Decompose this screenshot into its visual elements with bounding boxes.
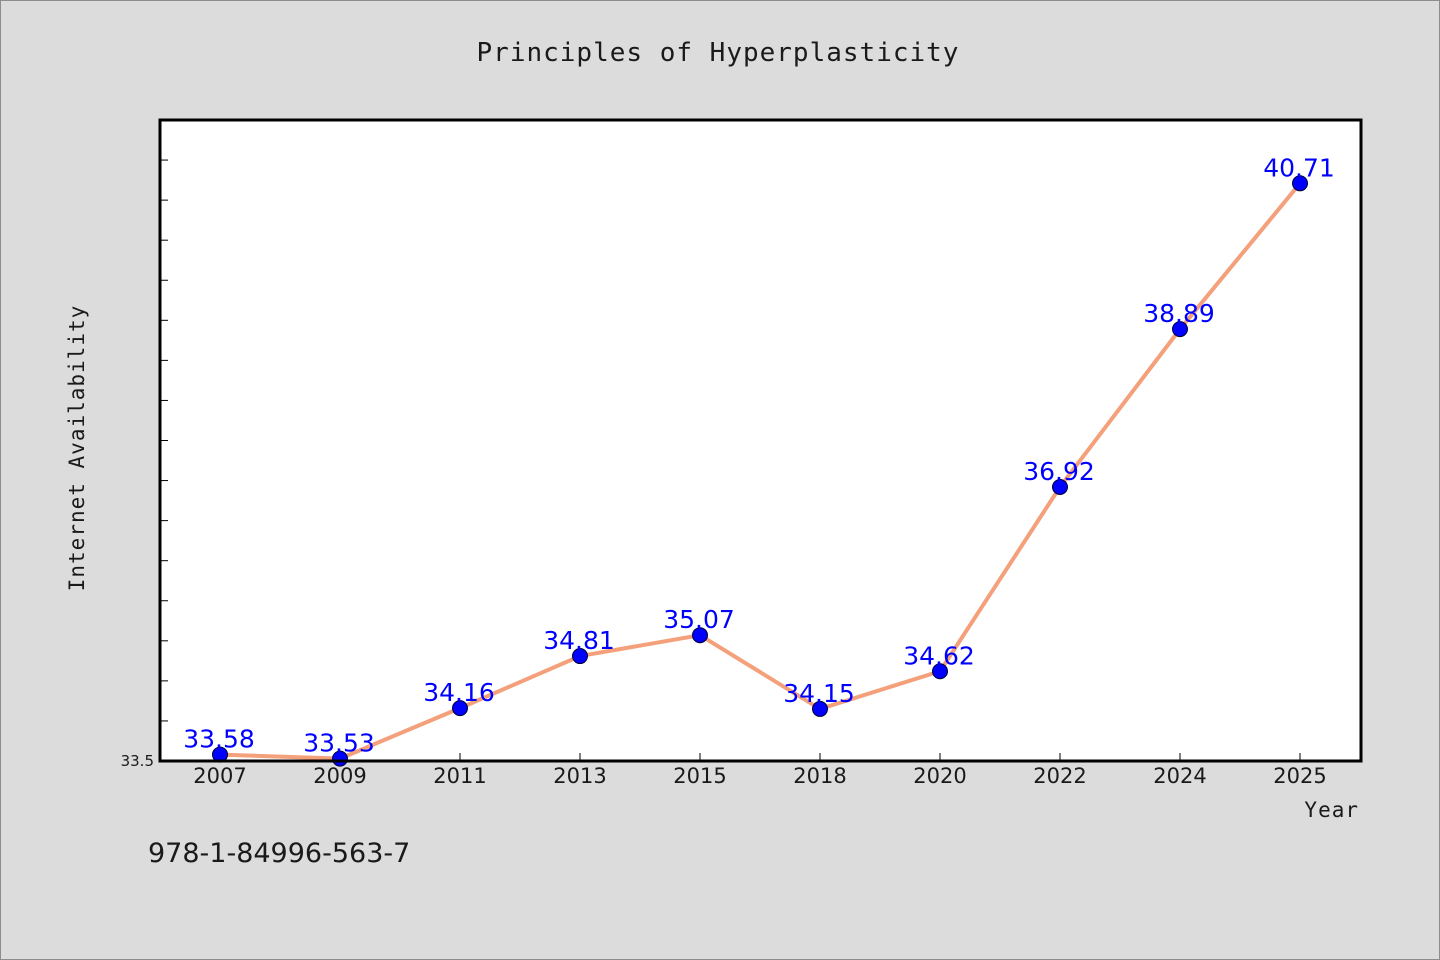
data-point bbox=[1172, 321, 1188, 338]
data-label: 33.58 bbox=[183, 725, 255, 754]
data-point bbox=[1052, 478, 1068, 495]
data-label: 36.92 bbox=[1023, 457, 1095, 486]
x-tick-label: 2011 bbox=[433, 764, 486, 788]
x-axis-title: Year bbox=[1304, 798, 1359, 822]
plot-area bbox=[160, 120, 1361, 761]
x-tick-label: 2013 bbox=[553, 764, 606, 788]
series-line bbox=[218, 181, 1302, 761]
data-label: 34.62 bbox=[903, 641, 975, 670]
data-label: 34.81 bbox=[543, 626, 615, 655]
data-point bbox=[1292, 175, 1308, 192]
data-labels: 33.58 33.53 34.16 34.81 35.07 34.15 34.62 36.92… bbox=[183, 153, 1335, 757]
data-point bbox=[452, 700, 468, 717]
data-point bbox=[932, 663, 948, 680]
y-axis-title: Internet Availability bbox=[65, 305, 89, 592]
x-tick-label: 2020 bbox=[913, 764, 966, 788]
data-label: 34.15 bbox=[783, 679, 855, 708]
x-tick-label: 2022 bbox=[1033, 764, 1086, 788]
x-tick-label: 2025 bbox=[1273, 764, 1326, 788]
data-label: 33.53 bbox=[303, 729, 375, 758]
data-point bbox=[692, 627, 708, 644]
x-tick-label: 2009 bbox=[313, 764, 366, 788]
data-label: 40.71 bbox=[1263, 153, 1335, 182]
data-point bbox=[812, 700, 828, 717]
y-tick-label: 33.5 bbox=[121, 752, 154, 770]
x-axis-ticks: 2007 2009 2011 2013 2015 2018 2020 2022 2024 2025 bbox=[193, 753, 1327, 788]
data-label: 38.89 bbox=[1143, 299, 1215, 328]
isbn-label: 978-1-84996-563-7 bbox=[148, 838, 410, 869]
data-label: 34.16 bbox=[423, 678, 495, 707]
plot-frame bbox=[158, 118, 1363, 763]
data-markers bbox=[212, 175, 1308, 767]
x-tick-label: 2007 bbox=[193, 764, 246, 788]
data-point bbox=[572, 648, 588, 665]
data-label: 35.07 bbox=[663, 605, 735, 634]
x-tick-label: 2024 bbox=[1153, 764, 1206, 788]
x-tick-label: 2018 bbox=[793, 764, 846, 788]
x-tick-label: 2015 bbox=[673, 764, 726, 788]
chart-title: Principles of Hyperplasticity bbox=[477, 38, 960, 68]
